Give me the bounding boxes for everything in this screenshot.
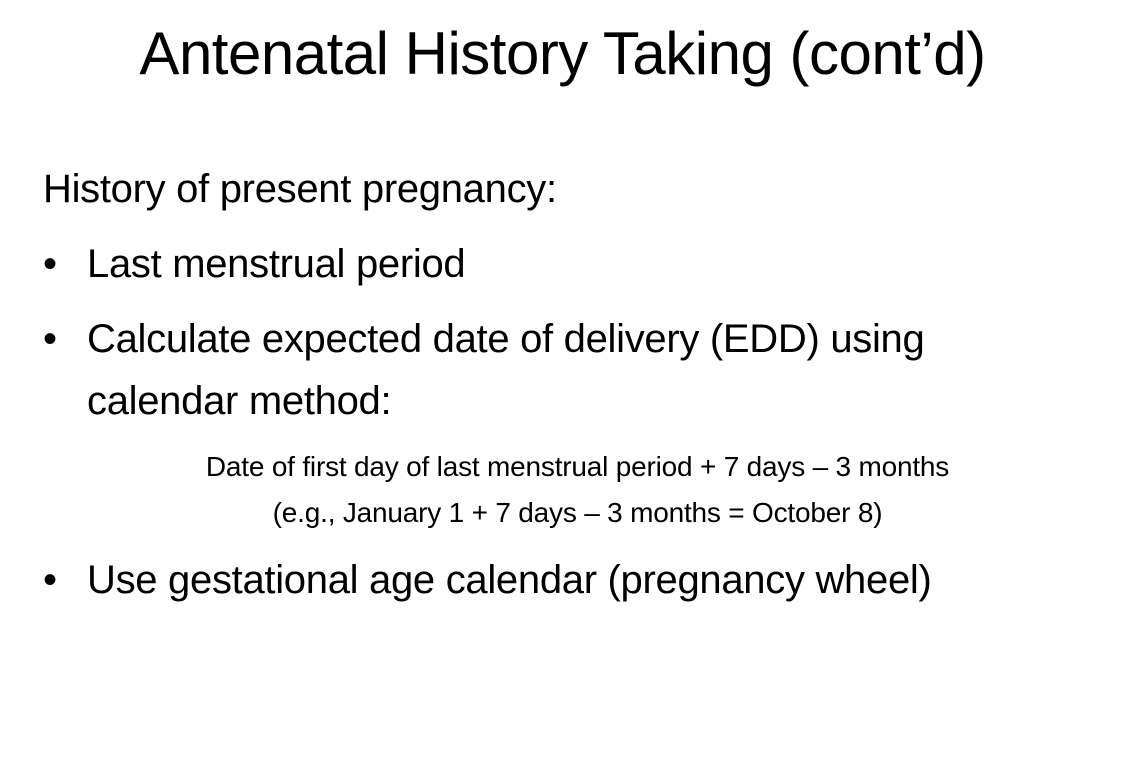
bullet-dot-icon: • <box>43 317 57 361</box>
bullet-text: Use gestational age calendar (pregnancy … <box>87 558 932 602</box>
bullet-text: Last menstrual period <box>87 242 466 286</box>
bullet-item-calculate-edd: • Calculate expected date of delivery (E… <box>43 308 1043 432</box>
formula-line: Date of first day of last menstrual peri… <box>205 451 950 482</box>
bullet-item-last-menstrual-period: • Last menstrual period <box>43 233 1043 295</box>
slide-title: Antenatal History Taking (cont’d) <box>139 20 986 87</box>
bullet-dot-icon: • <box>43 242 57 286</box>
formula-example: (e.g., January 1 + 7 days – 3 months = O… <box>272 497 883 528</box>
bullet-dot-icon: • <box>43 558 57 602</box>
bullet-item-gestational-age-calendar: • Use gestational age calendar (pregnanc… <box>43 549 1043 611</box>
section-heading: History of present pregnancy: <box>43 167 557 211</box>
bullet-text: Calculate expected date of delivery (EDD… <box>87 317 925 423</box>
edd-formula: Date of first day of last menstrual peri… <box>0 444 1125 536</box>
